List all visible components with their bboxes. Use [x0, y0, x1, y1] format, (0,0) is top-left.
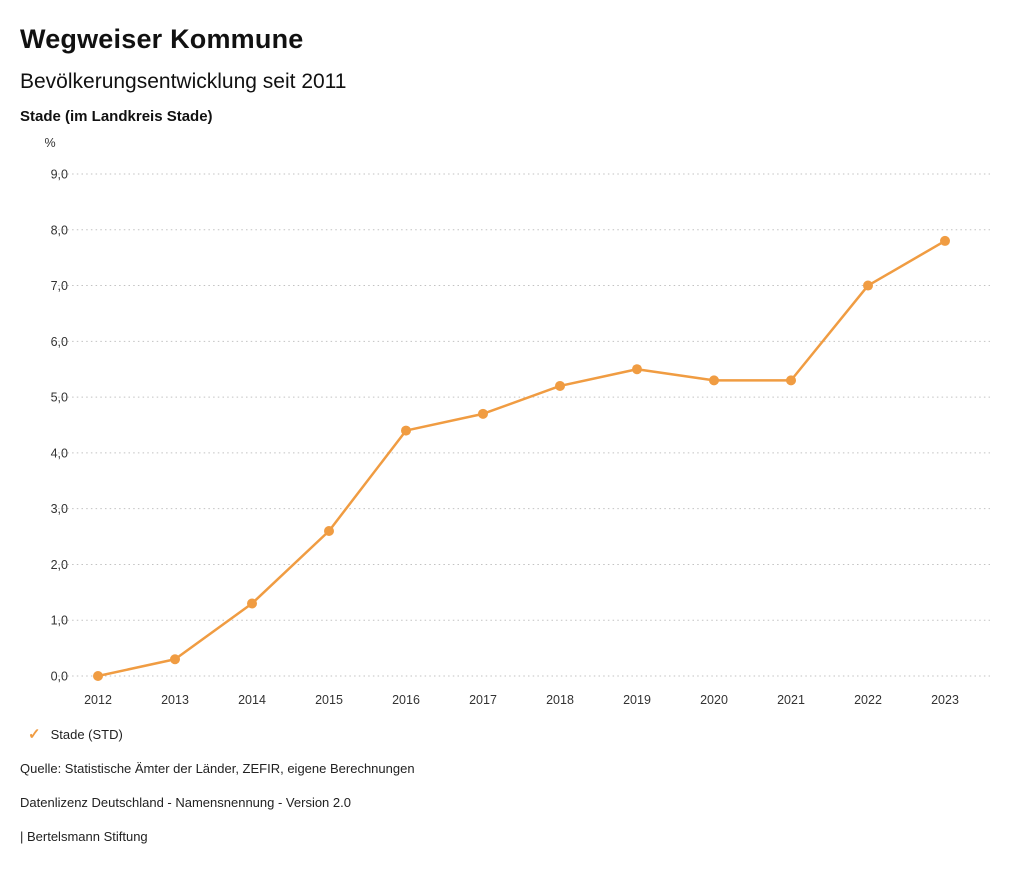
data-point[interactable]	[478, 408, 488, 419]
y-tick-label: 0,0	[51, 670, 68, 684]
x-tick-label: 2019	[623, 693, 651, 707]
legend-label: Stade (STD)	[50, 727, 123, 742]
y-tick-label: 5,0	[51, 391, 68, 405]
x-tick-label: 2021	[777, 693, 805, 707]
y-tick-label: 8,0	[51, 223, 68, 237]
data-point[interactable]	[324, 525, 334, 536]
data-point[interactable]	[863, 280, 873, 291]
y-tick-label: 4,0	[51, 446, 68, 460]
app-title: Wegweiser Kommune	[20, 24, 304, 54]
data-point[interactable]	[940, 235, 950, 246]
x-tick-label: 2018	[546, 693, 574, 707]
x-tick-label: 2014	[238, 693, 266, 707]
y-tick-label: 3,0	[51, 502, 68, 516]
y-tick-label: 9,0	[51, 168, 68, 182]
x-tick-label: 2020	[700, 693, 728, 707]
y-tick-label: 2,0	[51, 558, 68, 572]
data-point[interactable]	[555, 380, 565, 391]
data-point[interactable]	[709, 375, 719, 386]
x-tick-label: 2012	[84, 693, 112, 707]
data-point[interactable]	[786, 375, 796, 386]
x-tick-label: 2015	[315, 693, 343, 707]
license-line: Datenlizenz Deutschland - Namensnennung …	[20, 795, 351, 810]
source-line: Quelle: Statistische Ämter der Länder, Z…	[20, 761, 415, 776]
data-point[interactable]	[632, 364, 642, 375]
data-point[interactable]	[247, 598, 257, 609]
check-icon: ✓	[28, 726, 41, 743]
chart-area: 0,0 1,0 2,0 3,0 4,0 5,0 6,0 7,0 8,0 9,0% 2012 2013 2…	[20, 129, 1004, 721]
y-axis-unit: %	[44, 136, 55, 150]
x-tick-label: 2017	[469, 693, 497, 707]
y-tick-label: 1,0	[51, 614, 68, 628]
region-label: Stade (im Landkreis Stade)	[20, 108, 213, 125]
data-point[interactable]	[170, 654, 180, 665]
x-tick-label: 2013	[161, 693, 189, 707]
legend-item-stade[interactable]: ✓ Stade (STD)	[28, 727, 123, 742]
page: Wegweiser Kommune Bevölkerungsentwicklun…	[20, 24, 1004, 844]
x-tick-label: 2022	[854, 693, 882, 707]
y-tick-label: 6,0	[51, 335, 68, 349]
data-point[interactable]	[401, 425, 411, 436]
footer: Quelle: Statistische Ämter der Länder, Z…	[20, 761, 1004, 844]
series-line	[96, 239, 947, 678]
x-tick-label: 2016	[392, 693, 420, 707]
y-tick-label: 7,0	[51, 279, 68, 293]
x-tick-label: 2023	[931, 693, 959, 707]
attribution-line: | Bertelsmann Stiftung	[20, 829, 148, 844]
line-chart: 0,0 1,0 2,0 3,0 4,0 5,0 6,0 7,0 8,0 9,0% 2012 2013 2…	[44, 136, 990, 707]
data-point[interactable]	[93, 671, 103, 681]
chart-title: Bevölkerungsentwicklung seit 2011	[20, 70, 347, 93]
